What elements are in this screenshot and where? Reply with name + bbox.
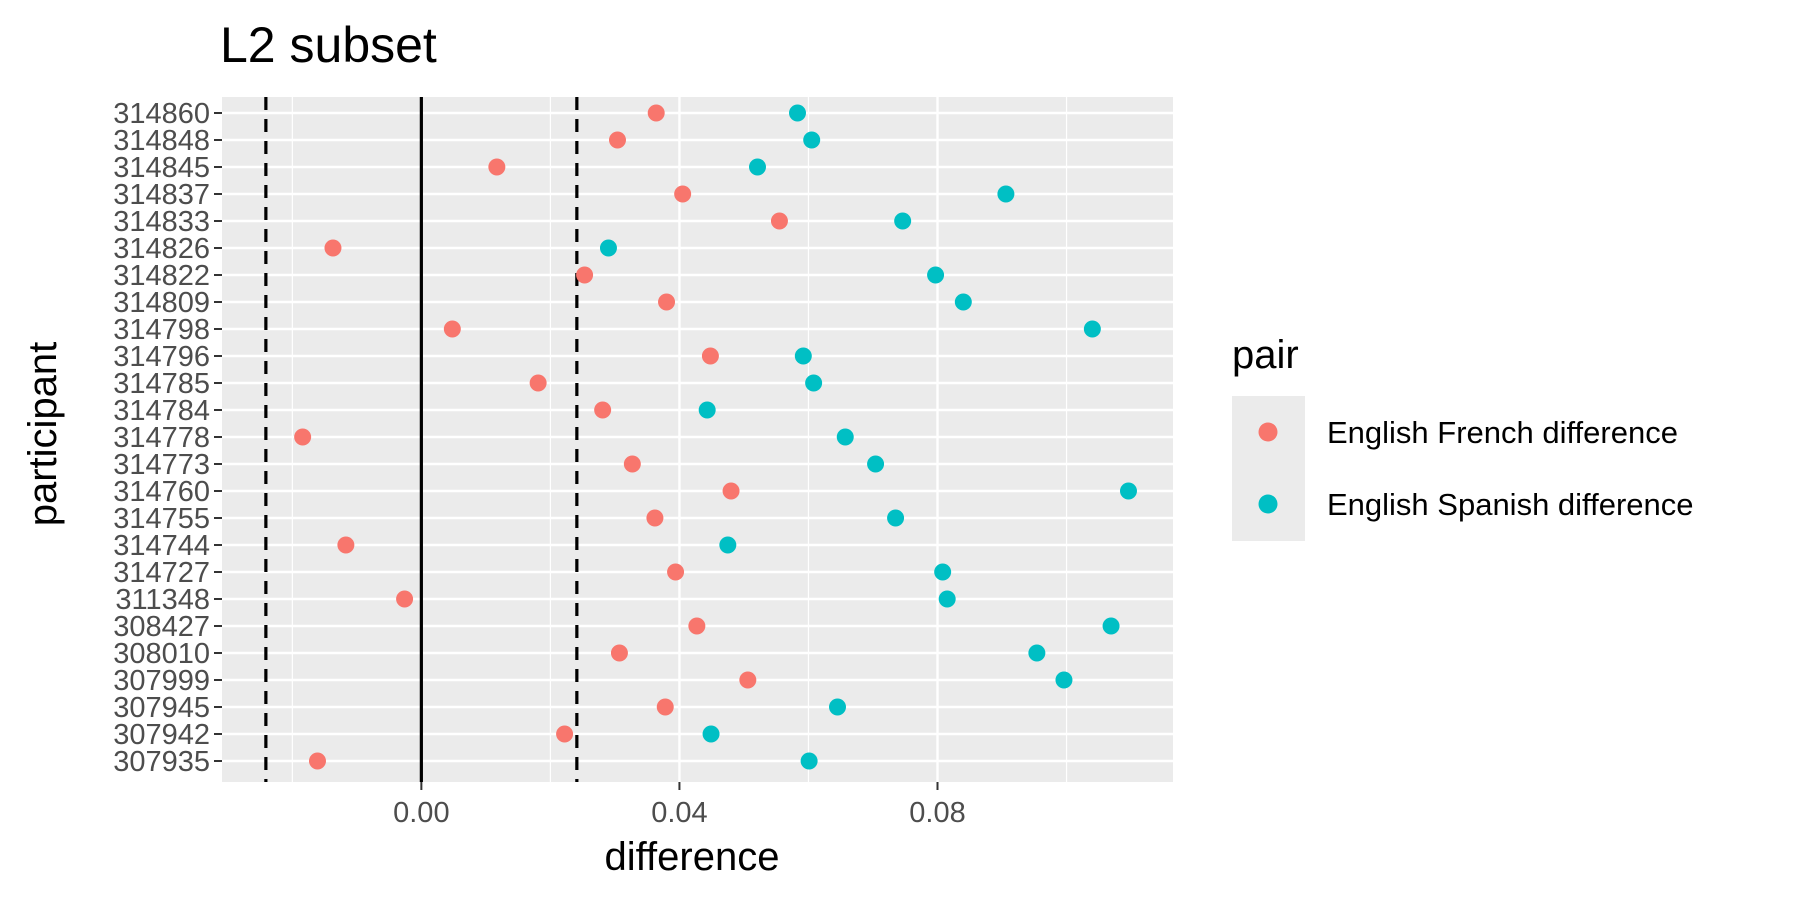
data-point — [954, 293, 972, 311]
data-point — [610, 644, 628, 662]
data-point — [1119, 482, 1137, 500]
y-tick-label: 311348 — [115, 584, 210, 616]
y-tick-label: 314837 — [113, 179, 210, 211]
y-tick-label: 314778 — [113, 422, 210, 454]
data-point — [646, 509, 664, 527]
x-axis: 0.00 0.04 0.08 — [393, 782, 966, 829]
legend-key — [1258, 422, 1278, 442]
data-point — [867, 455, 885, 473]
data-point — [294, 428, 312, 446]
data-point — [805, 374, 823, 392]
y-tick-label: 307935 — [113, 746, 210, 778]
y-tick-label: 314809 — [113, 287, 210, 319]
y-tick-label: 314848 — [113, 125, 210, 157]
data-point — [623, 455, 641, 473]
y-tick-label: 314826 — [113, 233, 210, 265]
legend-key-background — [1232, 396, 1305, 541]
data-point — [794, 347, 812, 365]
data-point — [789, 104, 807, 122]
data-point — [658, 293, 676, 311]
y-tick-label: 308427 — [113, 611, 210, 643]
data-point — [529, 374, 547, 392]
data-point — [556, 725, 574, 743]
legend-label: English French difference — [1327, 415, 1678, 450]
data-point — [719, 536, 737, 554]
y-tick-label: 314785 — [113, 368, 210, 400]
data-point — [443, 320, 461, 338]
data-point — [722, 482, 740, 500]
y-tick-label: 314796 — [113, 341, 210, 373]
data-point — [1083, 320, 1101, 338]
legend-key — [1258, 494, 1278, 514]
data-point — [594, 401, 612, 419]
data-point — [599, 239, 617, 257]
data-point — [770, 212, 788, 230]
legend-label: English Spanish difference — [1327, 487, 1694, 522]
data-point — [337, 536, 355, 554]
data-point — [608, 131, 626, 149]
data-point — [396, 590, 414, 608]
y-tick-label: 314822 — [113, 260, 210, 292]
y-tick-label: 314773 — [113, 449, 210, 481]
data-point — [698, 401, 716, 419]
data-point — [701, 347, 719, 365]
reference-lines — [264, 97, 579, 782]
data-points — [294, 104, 1137, 770]
legend: pair English French difference English Sp… — [1232, 333, 1694, 541]
y-tick-label: 314784 — [113, 395, 210, 427]
y-axis-title: participant — [21, 342, 65, 527]
y-tick-label: 307942 — [113, 719, 210, 751]
data-point — [656, 698, 674, 716]
data-point — [934, 563, 952, 581]
y-tick-label: 314833 — [113, 206, 210, 238]
data-point — [938, 590, 956, 608]
data-point — [667, 563, 685, 581]
data-point — [829, 698, 847, 716]
data-point — [997, 185, 1015, 203]
y-tick-label: 314755 — [113, 503, 210, 535]
data-point — [1028, 644, 1046, 662]
y-tick-label: 314744 — [113, 530, 210, 562]
data-point — [739, 671, 757, 689]
y-axis: 3148603148483148453148373148333148263148… — [113, 98, 222, 778]
y-tick-label: 307945 — [113, 692, 210, 724]
data-point — [836, 428, 854, 446]
data-point — [1102, 617, 1120, 635]
data-point — [324, 239, 342, 257]
data-point — [927, 266, 945, 284]
data-point — [1055, 671, 1073, 689]
y-tick-label: 314845 — [113, 152, 210, 184]
y-tick-label: 314760 — [113, 476, 210, 508]
data-point — [488, 158, 506, 176]
legend-title: pair — [1232, 333, 1299, 377]
grid-lines — [222, 97, 1173, 782]
data-point — [674, 185, 692, 203]
data-point — [887, 509, 905, 527]
data-point — [702, 725, 720, 743]
data-point — [688, 617, 706, 635]
y-tick-label: 314860 — [113, 98, 210, 130]
y-tick-label: 308010 — [113, 638, 210, 670]
data-point — [576, 266, 594, 284]
plot-panel — [222, 97, 1173, 782]
chart-title: L2 subset — [220, 17, 437, 73]
y-tick-label: 314798 — [113, 314, 210, 346]
x-axis-title: difference — [605, 835, 780, 879]
x-tick-label: 0.04 — [651, 797, 707, 829]
y-tick-label: 307999 — [113, 665, 210, 697]
data-point — [803, 131, 821, 149]
data-point — [308, 752, 326, 770]
x-tick-label: 0.00 — [393, 797, 449, 829]
data-point — [647, 104, 665, 122]
data-point — [749, 158, 767, 176]
data-point — [894, 212, 912, 230]
x-tick-label: 0.08 — [909, 797, 965, 829]
y-tick-label: 314727 — [113, 557, 210, 589]
data-point — [800, 752, 818, 770]
